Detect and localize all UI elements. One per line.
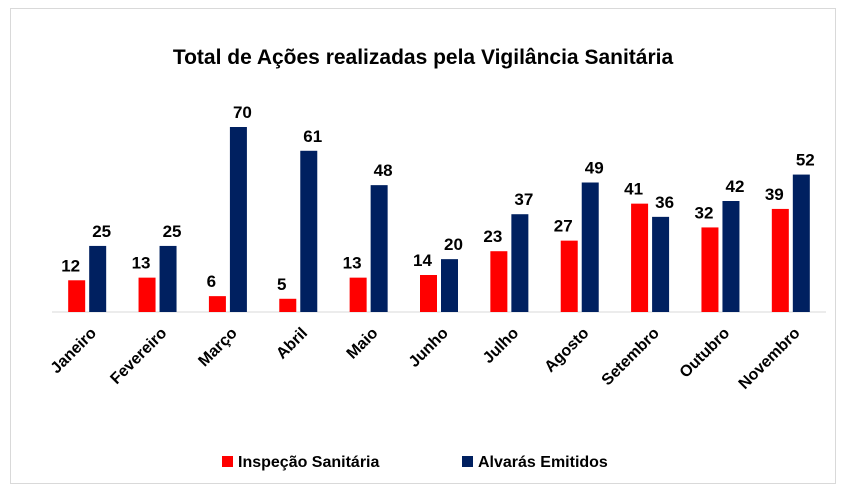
bar [89,245,107,312]
data-label: 32 [694,203,713,222]
data-label: 13 [132,254,151,273]
bar [441,259,458,312]
bar [138,277,156,312]
bar [652,216,670,312]
data-label: 25 [163,222,182,241]
bar [68,280,86,312]
bar [159,245,177,312]
data-label: 14 [413,251,432,270]
bar [792,174,810,312]
data-label: 27 [554,217,573,236]
bar [511,214,529,312]
bar [490,251,508,312]
bar [771,208,789,312]
chart-title: Total de Ações realizadas pela Vigilânci… [173,46,674,69]
bar [722,201,740,312]
legend-swatch [462,456,473,467]
data-label: 61 [303,127,322,146]
data-label: 36 [655,193,674,212]
data-label: 13 [343,254,362,273]
legend-label: Alvarás Emitidos [478,454,608,471]
bar [420,275,437,312]
bar [581,182,599,312]
data-label: 39 [765,185,784,204]
data-label: 37 [514,190,533,209]
data-label: 25 [92,222,111,241]
data-label: 41 [624,180,643,199]
bar [279,298,297,312]
bar [229,127,247,312]
bar [370,185,388,312]
bar [349,277,367,312]
data-label: 12 [61,256,80,275]
data-label: 23 [483,227,502,246]
data-label: 70 [233,103,252,122]
data-label: 6 [207,272,216,291]
data-label: 5 [277,275,286,294]
chart-border [10,8,836,484]
bar [560,240,578,312]
data-label: 42 [725,177,744,196]
data-label: 49 [585,159,604,178]
bar [631,203,649,312]
bar [701,227,719,312]
data-label: 48 [374,161,393,180]
data-label: 20 [444,235,463,254]
legend-label: Inspeção Sanitária [238,454,379,471]
bar [300,150,318,312]
legend-swatch [222,456,233,467]
bar [208,296,226,312]
data-label: 52 [796,151,815,170]
